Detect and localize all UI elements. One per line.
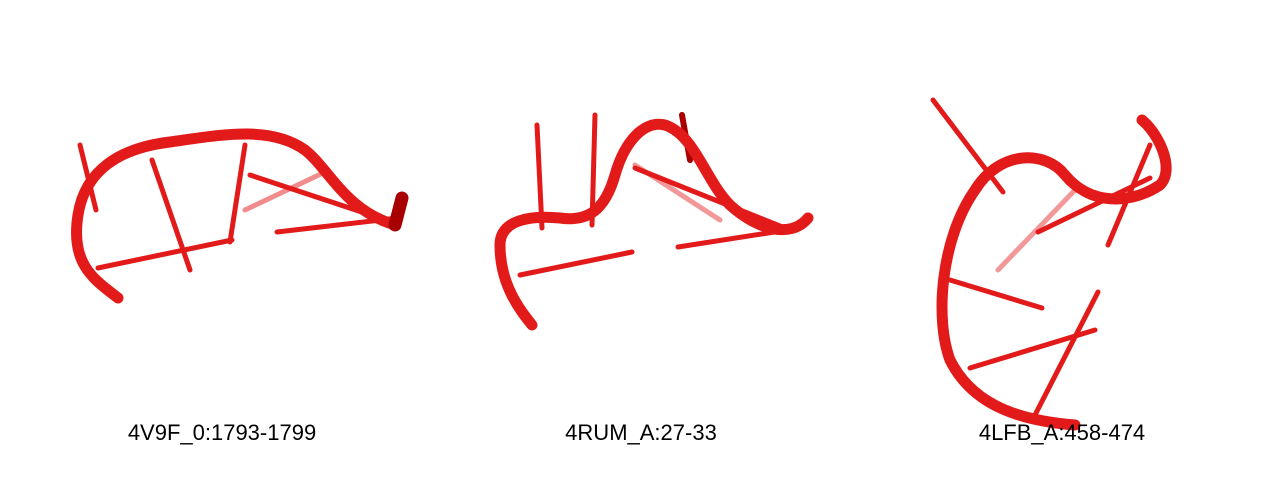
base-stick	[1032, 289, 1101, 418]
structure-label: 4LFB_A:458-474	[978, 420, 1146, 445]
backbone-end	[388, 191, 409, 232]
structure-panel-1: 4V9F_0:1793-1799	[0, 0, 420, 480]
base-stick	[227, 142, 248, 245]
base-stick	[632, 162, 723, 223]
base-stick	[242, 169, 328, 213]
backbone	[936, 114, 1172, 431]
base-stick	[947, 277, 1045, 311]
base-stick	[995, 187, 1078, 273]
rna-structure-4v9f	[71, 128, 409, 304]
structure-panel-2: 4RUM_A:27-33	[420, 0, 850, 480]
backbone	[71, 128, 401, 304]
base-stick	[534, 122, 545, 231]
base-stick	[517, 249, 635, 278]
structure-label: 4RUM_A:27-33	[565, 420, 717, 445]
base-stick	[632, 165, 793, 233]
backbone	[494, 118, 814, 331]
structure-panel-3: 4LFB_A:458-474	[850, 0, 1280, 480]
rna-structure-4rum	[494, 112, 814, 331]
base-stick	[930, 97, 1006, 195]
structure-label: 4V9F_0:1793-1799	[127, 420, 317, 445]
rna-structure-4lfb	[930, 97, 1172, 431]
base-stick	[95, 237, 235, 271]
